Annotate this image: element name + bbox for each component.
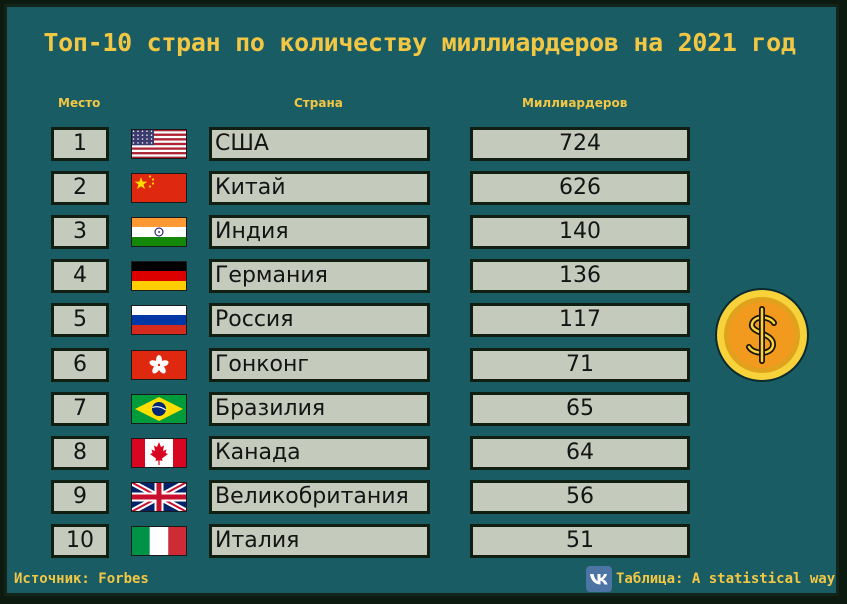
rank-cell: 8 (51, 435, 109, 470)
usa-flag-icon (131, 129, 187, 163)
uk-flag-icon (131, 481, 187, 516)
country-cell: Канада (209, 435, 430, 470)
credit-note: Таблица: A statistical way (616, 571, 836, 587)
billionaires-cell: 51 (470, 523, 690, 558)
country-cell: Бразилия (209, 391, 430, 426)
country-cell: США (209, 127, 430, 161)
rank-cell: 9 (51, 479, 109, 514)
billionaires-cell: 724 (470, 127, 690, 161)
source-note: Источник: Forbes (14, 571, 149, 587)
billionaires-cell: 626 (470, 171, 690, 206)
italy-flag-icon (131, 525, 187, 560)
country-cell: Индия (209, 215, 430, 250)
rank-cell: 3 (51, 215, 109, 250)
canada-flag-icon (131, 437, 187, 472)
billionaires-cell: 65 (470, 391, 690, 426)
germany-flag-icon (131, 261, 187, 295)
rank-cell: 1 (51, 127, 109, 161)
brazil-flag-icon (131, 393, 187, 428)
vk-logo-icon (586, 566, 612, 592)
rank-cell: 7 (51, 391, 109, 426)
hong-kong-flag-icon (131, 349, 187, 384)
billionaires-cell: 71 (470, 347, 690, 382)
chart-title: Топ-10 стран по количеству миллиардеров … (43, 28, 796, 57)
billionaires-cell: 136 (470, 259, 690, 294)
country-cell: Россия (209, 303, 430, 338)
rank-cell: 6 (51, 347, 109, 382)
china-flag-icon (131, 173, 187, 207)
header-rank: Место (58, 96, 101, 110)
country-cell: Великобритания (209, 479, 430, 514)
header-country: Страна (294, 96, 343, 110)
rank-cell: 5 (51, 303, 109, 338)
dollar-coin-icon (715, 288, 809, 382)
russia-flag-icon (131, 305, 187, 339)
billionaires-cell: 64 (470, 435, 690, 470)
rank-cell: 10 (51, 523, 109, 558)
country-cell: Италия (209, 523, 430, 558)
country-cell: Германия (209, 259, 430, 294)
country-cell: Гонконг (209, 347, 430, 382)
rank-cell: 2 (51, 171, 109, 206)
billionaires-cell: 117 (470, 303, 690, 338)
india-flag-icon (131, 217, 187, 251)
country-cell: Китай (209, 171, 430, 206)
billionaires-cell: 56 (470, 479, 690, 514)
rank-cell: 4 (51, 259, 109, 294)
billionaires-cell: 140 (470, 215, 690, 250)
header-count: Миллиардеров (522, 96, 628, 110)
